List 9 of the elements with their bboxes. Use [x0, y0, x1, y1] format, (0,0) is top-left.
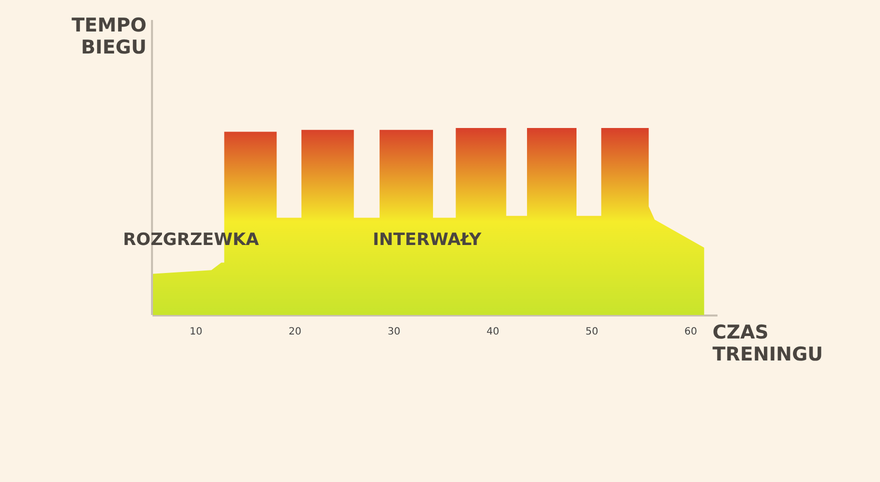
x-tick-label: 40 — [486, 326, 500, 338]
x-tick-label: 10 — [190, 326, 202, 338]
x-tick-label: 60 — [684, 326, 698, 338]
annotation: INTERWAŁY — [372, 230, 482, 250]
x-axis-title: CZAS TRENINGU — [712, 322, 823, 366]
x-tick-label: 30 — [388, 326, 400, 338]
y-axis-title: TEMPO BIEGU — [72, 14, 146, 58]
x-tick-label: 50 — [585, 326, 598, 338]
x-tick-label: 20 — [288, 326, 302, 338]
